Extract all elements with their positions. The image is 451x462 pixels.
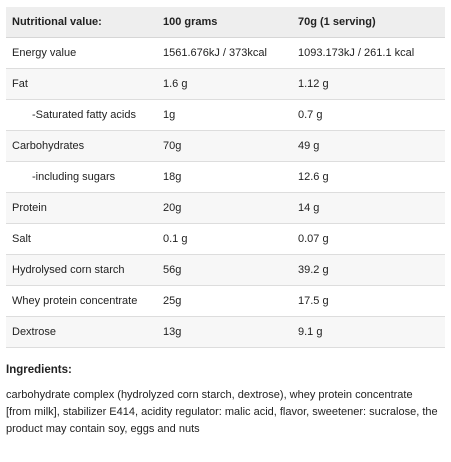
row-value-serving: 1093.173kJ / 261.1 kcal — [292, 37, 445, 69]
table-row: Carbohydrates 70g 49 g — [6, 130, 445, 162]
row-value-serving: 1.12 g — [292, 68, 445, 100]
ingredients-title: Ingredients: — [6, 364, 72, 376]
row-value-serving: 39.2 g — [292, 254, 445, 286]
row-label: Salt — [6, 223, 157, 255]
row-value-100g: 13g — [157, 316, 292, 348]
header-100-grams: 100 grams — [157, 7, 292, 38]
table-row: Dextrose 13g 9.1 g — [6, 316, 445, 348]
table-row: Hydrolysed corn starch 56g 39.2 g — [6, 254, 445, 286]
table-row: Salt 0.1 g 0.07 g — [6, 223, 445, 255]
row-value-serving: 9.1 g — [292, 316, 445, 348]
ingredients-text: carbohydrate complex (hydrolyzed corn st… — [6, 389, 438, 435]
row-label: -including sugars — [6, 161, 157, 193]
row-value-serving: 14 g — [292, 192, 445, 224]
row-label: Protein — [6, 192, 157, 224]
row-value-100g: 1.6 g — [157, 68, 292, 100]
nutrition-table: Nutritional value: 100 grams 70g (1 serv… — [6, 7, 445, 348]
row-value-100g: 25g — [157, 285, 292, 317]
row-label: Carbohydrates — [6, 130, 157, 162]
row-label: Whey protein concentrate — [6, 285, 157, 317]
row-label: Dextrose — [6, 316, 157, 348]
table-row: Energy value 1561.676kJ / 373kcal 1093.1… — [6, 37, 445, 69]
row-label: Fat — [6, 68, 157, 100]
header-nutritional-value: Nutritional value: — [6, 7, 157, 38]
row-value-100g: 70g — [157, 130, 292, 162]
row-value-serving: 0.07 g — [292, 223, 445, 255]
row-value-serving: 17.5 g — [292, 285, 445, 317]
table-row: Whey protein concentrate 25g 17.5 g — [6, 285, 445, 317]
row-value-serving: 12.6 g — [292, 161, 445, 193]
row-value-100g: 1g — [157, 99, 292, 131]
table-row: Fat 1.6 g 1.12 g — [6, 68, 445, 100]
table-row: -Saturated fatty acids 1g 0.7 g — [6, 99, 445, 131]
row-label: -Saturated fatty acids — [6, 99, 157, 131]
ingredients-section: Ingredients: carbohydrate complex (hydro… — [6, 364, 440, 438]
row-value-serving: 49 g — [292, 130, 445, 162]
table-header-row: Nutritional value: 100 grams 70g (1 serv… — [6, 7, 445, 38]
table-row: -including sugars 18g 12.6 g — [6, 161, 445, 193]
row-value-100g: 56g — [157, 254, 292, 286]
row-value-serving: 0.7 g — [292, 99, 445, 131]
row-value-100g: 1561.676kJ / 373kcal — [157, 37, 292, 69]
row-value-100g: 18g — [157, 161, 292, 193]
row-label: Hydrolysed corn starch — [6, 254, 157, 286]
row-label: Energy value — [6, 37, 157, 69]
table-row: Protein 20g 14 g — [6, 192, 445, 224]
row-value-100g: 20g — [157, 192, 292, 224]
row-value-100g: 0.1 g — [157, 223, 292, 255]
header-serving: 70g (1 serving) — [292, 7, 445, 38]
